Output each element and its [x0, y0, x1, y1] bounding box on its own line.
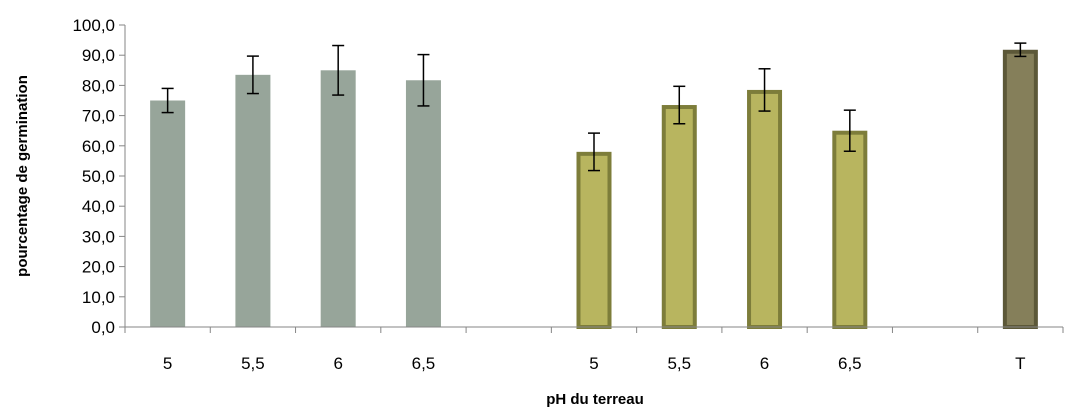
y-tick-label: 0,0 — [91, 318, 115, 337]
y-tick-label: 100,0 — [72, 16, 115, 35]
y-tick-label: 10,0 — [82, 288, 115, 307]
bar — [405, 80, 441, 328]
bar — [832, 130, 868, 329]
x-tick-label: 5 — [163, 354, 172, 373]
y-tick-label: 90,0 — [82, 46, 115, 65]
x-tick-label: 6,5 — [412, 354, 436, 373]
x-tick-label: 5 — [589, 354, 598, 373]
y-tick-label: 30,0 — [82, 227, 115, 246]
y-tick-label: 60,0 — [82, 137, 115, 156]
bar — [747, 89, 783, 330]
x-axis-title: pH du terreau — [546, 391, 644, 408]
y-axis-title: pourcentage de germination — [14, 75, 31, 277]
x-tick-label: 5,5 — [667, 354, 691, 373]
bar — [661, 105, 697, 329]
bar — [320, 70, 356, 328]
bar — [1002, 49, 1038, 329]
y-tick-label: 40,0 — [82, 197, 115, 216]
y-tick-label: 20,0 — [82, 258, 115, 277]
plot-area: 0,0 10,0 20,0 30,0 40,0 50,0 60,0 70,0 80,0 90,0 1… — [72, 16, 1064, 373]
x-tick-label: 6 — [760, 354, 769, 373]
y-tick-label: 80,0 — [82, 76, 115, 95]
x-tick-label: 5,5 — [241, 354, 265, 373]
y-tick-label: 70,0 — [82, 107, 115, 126]
y-tick-label: 50,0 — [82, 167, 115, 186]
bar — [150, 100, 186, 327]
bar — [235, 74, 271, 327]
x-tick-label: 6 — [333, 354, 342, 373]
bar — [576, 151, 612, 329]
x-tick-label: T — [1015, 354, 1025, 373]
x-tick-label: 6,5 — [838, 354, 862, 373]
